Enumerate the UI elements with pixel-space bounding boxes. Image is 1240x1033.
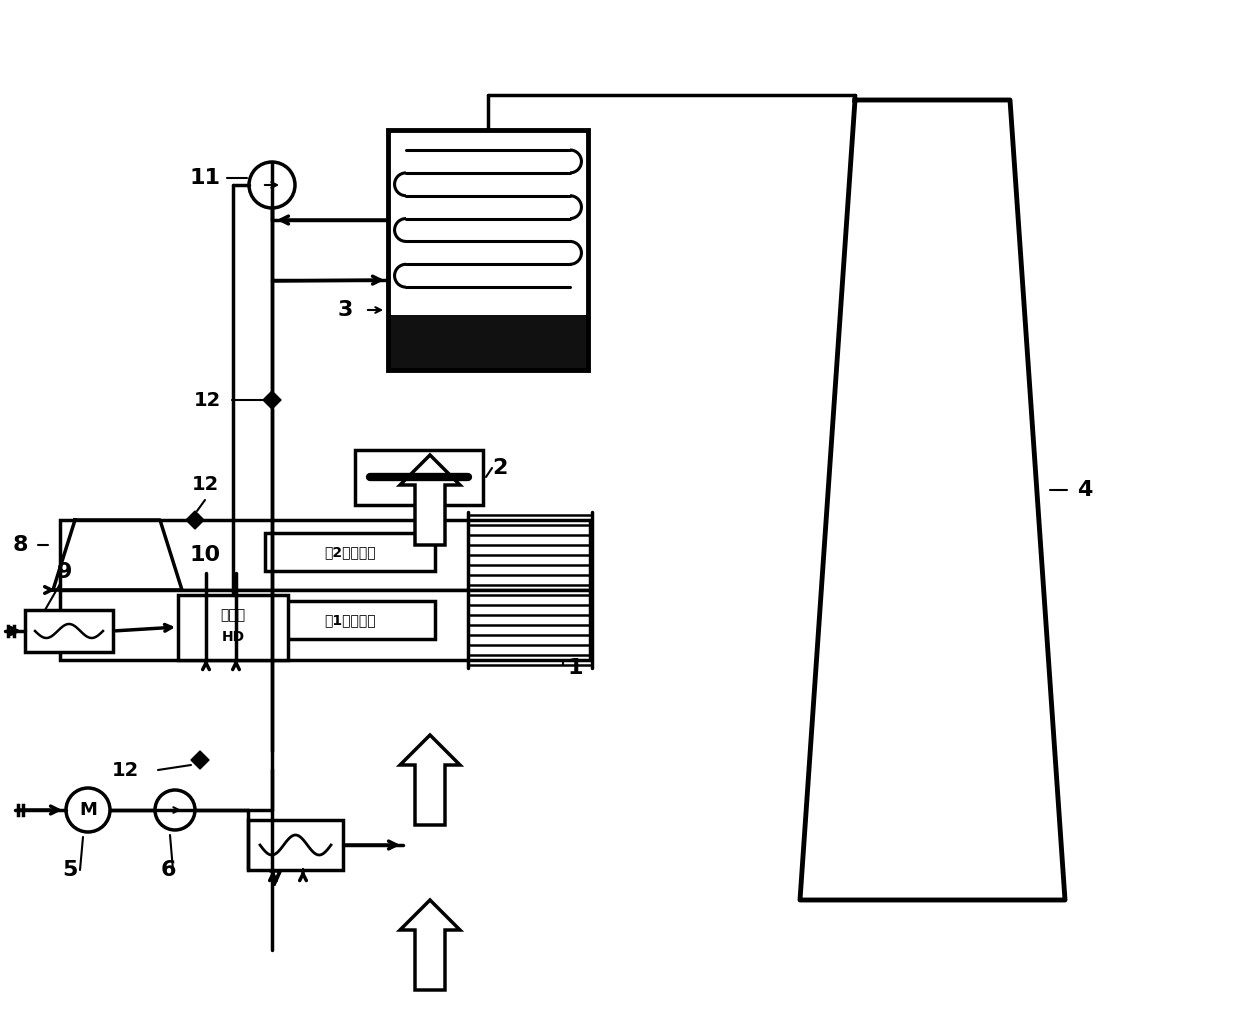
Text: 2: 2 (492, 458, 507, 478)
Polygon shape (401, 735, 460, 825)
Bar (355, 450, 484, 505)
Bar (179, 595, 288, 660)
Polygon shape (401, 455, 460, 545)
Text: 12: 12 (191, 475, 218, 495)
Text: 7: 7 (268, 870, 283, 890)
Text: 12: 12 (193, 390, 221, 409)
Text: 10: 10 (190, 545, 221, 565)
Polygon shape (401, 900, 460, 990)
Text: 除氧器: 除氧器 (221, 608, 246, 622)
Bar (248, 820, 343, 870)
Bar (265, 533, 435, 571)
Text: 第2级换热器: 第2级换热器 (324, 545, 376, 559)
Text: 第1级换热器: 第1级换热器 (324, 613, 376, 627)
Bar (388, 130, 588, 370)
Polygon shape (263, 392, 281, 409)
Bar (60, 520, 590, 590)
Bar (388, 315, 588, 370)
Bar (25, 611, 113, 652)
Text: 9: 9 (57, 562, 73, 582)
Text: 11: 11 (190, 168, 221, 188)
Text: 3: 3 (337, 300, 352, 320)
Polygon shape (191, 751, 210, 769)
Text: 1: 1 (567, 658, 583, 678)
Bar (60, 590, 590, 660)
Text: 12: 12 (112, 760, 139, 780)
Bar (265, 601, 435, 639)
Text: 6: 6 (160, 860, 176, 880)
Text: 5: 5 (62, 860, 78, 880)
Text: 8: 8 (12, 535, 27, 555)
Text: 4: 4 (1078, 480, 1092, 500)
Text: HD: HD (222, 630, 244, 644)
Polygon shape (186, 511, 205, 529)
Text: M: M (79, 801, 97, 819)
